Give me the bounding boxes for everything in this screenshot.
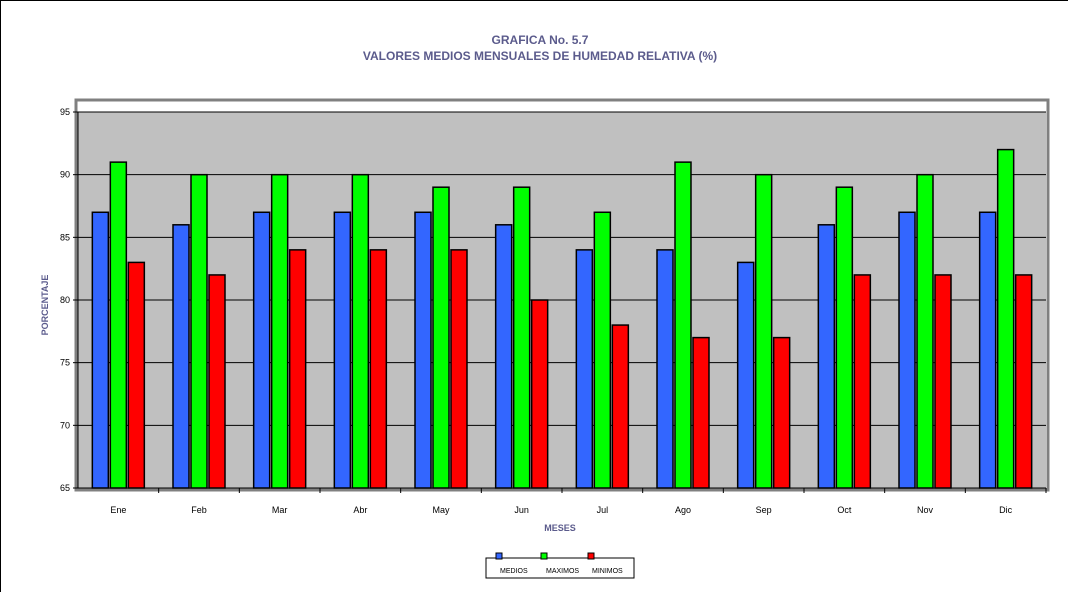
x-axis-title: MESES: [544, 523, 576, 533]
legend-label-minimos: MINIMOS: [592, 568, 623, 575]
x-tick-label: Dic: [999, 505, 1012, 515]
y-tick-label: 90: [60, 170, 70, 180]
bar-minimos-ago: [692, 336, 710, 489]
x-tick-label: Abr: [353, 505, 367, 515]
bar-maximos-feb: [190, 173, 208, 489]
bar-maximos-oct: [835, 186, 854, 489]
legend-label-maximos: MAXIMOS: [546, 568, 579, 575]
bar-minimos-nov: [934, 274, 952, 489]
legend: MEDIOS MAXIMOS MINIMOS: [485, 552, 635, 579]
x-tick-label: Jun: [514, 505, 529, 515]
bar-minimos-dic: [1014, 274, 1033, 489]
bar-minimos-abr: [369, 249, 388, 489]
bar-medios-nov: [898, 211, 916, 489]
chart-subtitle: VALORES MEDIOS MENSUALES DE HUMEDAD RELA…: [363, 49, 717, 63]
plot-area: 65 70 75 80 85 90 95 Ene Feb Mar Abr May Jun Jul Ago Se…: [60, 98, 1050, 515]
legend-swatch-maximos: [540, 552, 548, 560]
x-tick-label: May: [432, 505, 450, 515]
bar-minimos-feb: [208, 274, 226, 489]
x-tick-label: Oct: [837, 505, 852, 515]
legend-swatch-medios: [495, 552, 503, 560]
bar-maximos-jun: [512, 186, 531, 489]
x-tick-label: Jul: [597, 505, 609, 515]
bar-minimos-jun: [530, 299, 549, 489]
x-tick-label: Feb: [191, 505, 207, 515]
bar-maximos-jul: [593, 211, 612, 489]
x-tick-label: Ene: [110, 505, 126, 515]
bar-maximos-sep: [754, 173, 773, 489]
bar-medios-ago: [656, 249, 674, 489]
bar-medios-jul: [575, 249, 594, 489]
bar-minimos-oct: [853, 274, 872, 489]
bar-maximos-nov: [916, 173, 934, 489]
bar-medios-mar: [252, 211, 271, 489]
bar-maximos-may: [432, 186, 450, 489]
bar-maximos-mar: [270, 173, 289, 489]
chart-title: GRAFICA No. 5.7: [492, 33, 589, 47]
bar-medios-oct: [817, 224, 836, 489]
y-tick-label: 70: [60, 420, 70, 430]
bar-medios-dic: [978, 211, 997, 489]
bar-minimos-mar: [288, 249, 307, 489]
legend-swatch-minimos: [587, 552, 595, 560]
bar-medios-abr: [333, 211, 352, 489]
bar-minimos-may: [450, 249, 468, 489]
y-tick-label: 85: [60, 232, 70, 242]
y-tick-label: 75: [60, 358, 70, 368]
x-tick-label: Ago: [675, 505, 691, 515]
bar-maximos-dic: [996, 148, 1015, 489]
y-tick-label: 80: [60, 295, 70, 305]
x-tick-label: Sep: [756, 505, 772, 515]
bar-minimos-ene: [127, 261, 146, 489]
bar-medios-jun: [494, 224, 513, 489]
x-tick-label: Nov: [917, 505, 934, 515]
bar-maximos-ago: [674, 161, 692, 489]
y-tick-label: 95: [60, 107, 70, 117]
bar-medios-may: [414, 211, 432, 489]
bar-maximos-ene: [109, 161, 128, 489]
bar-minimos-jul: [611, 324, 630, 489]
bar-minimos-sep: [772, 336, 791, 489]
y-tick-label: 65: [60, 483, 70, 493]
bar-medios-feb: [172, 224, 190, 489]
x-tick-label: Mar: [272, 505, 288, 515]
bar-maximos-abr: [351, 173, 370, 489]
legend-box: [485, 557, 635, 579]
y-axis-title: PORCENTAJE: [40, 275, 50, 336]
bar-medios-ene: [91, 211, 110, 489]
bar-medios-sep: [736, 261, 755, 489]
legend-label-medios: MEDIOS: [500, 568, 528, 575]
